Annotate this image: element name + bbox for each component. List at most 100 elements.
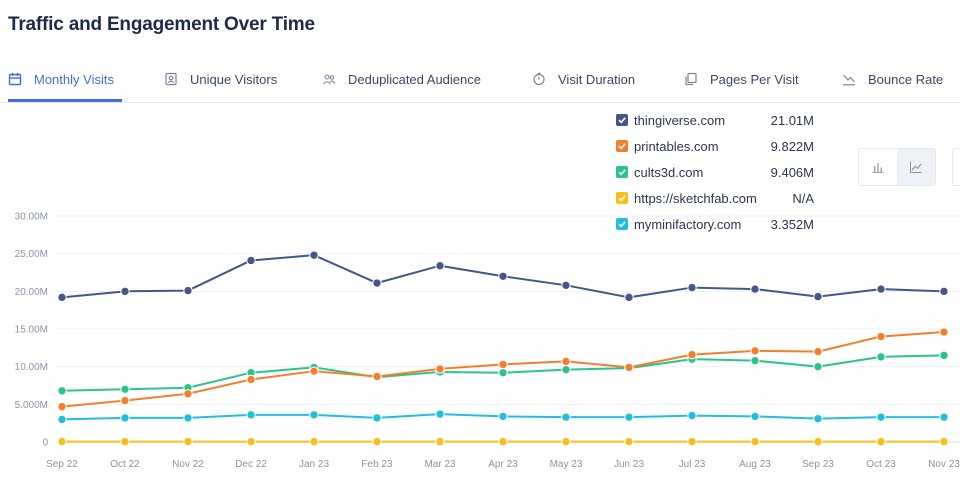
legend-value: 3.352M xyxy=(770,216,814,232)
series-https-sketchfab-com xyxy=(57,436,949,447)
checkbox-checked-icon[interactable] xyxy=(616,192,628,204)
legend-item-cults3d[interactable]: cults3d.com 9.406M xyxy=(616,159,826,185)
data-point[interactable] xyxy=(498,436,508,447)
data-point[interactable] xyxy=(561,364,571,375)
data-point[interactable] xyxy=(750,346,760,356)
data-point[interactable] xyxy=(813,291,823,302)
checkbox-checked-icon[interactable] xyxy=(616,114,628,126)
data-point[interactable] xyxy=(939,436,949,447)
data-point[interactable] xyxy=(813,361,823,372)
tab-monthly-visits[interactable]: Monthly Visits xyxy=(8,58,122,102)
data-point[interactable] xyxy=(624,412,634,422)
data-point[interactable] xyxy=(876,331,886,342)
data-point[interactable] xyxy=(246,436,256,447)
data-point[interactable] xyxy=(750,284,760,294)
data-point[interactable] xyxy=(624,436,634,447)
more-options-button[interactable] xyxy=(952,148,960,186)
data-point[interactable] xyxy=(372,371,382,382)
data-point[interactable] xyxy=(435,261,445,271)
data-point[interactable] xyxy=(750,355,760,366)
tab-label: Bounce Rate xyxy=(868,71,944,87)
data-point[interactable] xyxy=(939,412,949,422)
data-point[interactable] xyxy=(498,411,508,422)
data-point[interactable] xyxy=(309,366,319,376)
data-point[interactable] xyxy=(813,413,823,424)
data-point[interactable] xyxy=(750,411,760,422)
data-point[interactable] xyxy=(813,346,823,357)
data-point[interactable] xyxy=(687,410,697,421)
data-point[interactable] xyxy=(57,414,67,425)
data-point[interactable] xyxy=(876,412,886,422)
legend-item-sketchfab[interactable]: https://sketchfab.com N/A xyxy=(616,185,826,211)
data-point[interactable] xyxy=(120,384,130,394)
data-point[interactable] xyxy=(498,359,508,370)
data-point[interactable] xyxy=(120,395,130,406)
data-point[interactable] xyxy=(876,436,886,447)
tab-label: Unique Visitors xyxy=(190,71,278,87)
data-point[interactable] xyxy=(120,413,130,423)
x-tick-label: Sep 23 xyxy=(802,459,834,470)
data-point[interactable] xyxy=(120,436,130,447)
data-point[interactable] xyxy=(939,327,949,337)
y-tick-label: 0 xyxy=(42,438,48,449)
data-point[interactable] xyxy=(750,436,760,447)
data-point[interactable] xyxy=(876,284,886,294)
data-point[interactable] xyxy=(183,436,193,447)
data-point[interactable] xyxy=(435,364,445,374)
data-point[interactable] xyxy=(498,271,508,281)
data-point[interactable] xyxy=(561,436,571,447)
line-chart-button[interactable] xyxy=(897,149,935,185)
tab-deduplicated-audience[interactable]: Deduplicated Audience xyxy=(322,58,481,100)
data-point[interactable] xyxy=(246,410,256,420)
y-tick-label: 10.00M xyxy=(15,362,48,373)
data-point[interactable] xyxy=(57,386,67,396)
data-point[interactable] xyxy=(372,278,382,288)
tab-pages-per-visit[interactable]: Pages Per Visit xyxy=(684,58,799,100)
legend-item-printables[interactable]: printables.com 9.822M xyxy=(616,133,826,159)
data-point[interactable] xyxy=(57,436,67,447)
data-point[interactable] xyxy=(183,413,193,423)
checkbox-checked-icon[interactable] xyxy=(616,218,628,230)
data-point[interactable] xyxy=(876,352,886,362)
data-point[interactable] xyxy=(687,282,697,293)
data-point[interactable] xyxy=(435,409,445,419)
data-point[interactable] xyxy=(624,292,634,303)
data-point[interactable] xyxy=(246,374,256,385)
data-point[interactable] xyxy=(57,401,67,412)
data-point[interactable] xyxy=(309,410,319,420)
data-point[interactable] xyxy=(183,389,193,399)
data-point[interactable] xyxy=(120,286,130,297)
data-point[interactable] xyxy=(939,286,949,297)
checkbox-checked-icon[interactable] xyxy=(616,166,628,178)
data-point[interactable] xyxy=(624,362,634,373)
y-tick-label: 25.00M xyxy=(15,249,48,260)
data-point[interactable] xyxy=(372,436,382,447)
data-point[interactable] xyxy=(498,367,508,378)
legend-item-thingiverse[interactable]: thingiverse.com 21.01M xyxy=(616,107,826,133)
data-point[interactable] xyxy=(687,349,697,360)
data-point[interactable] xyxy=(435,436,445,447)
data-point[interactable] xyxy=(561,412,571,422)
trend-down-icon xyxy=(842,72,856,86)
data-point[interactable] xyxy=(372,413,382,423)
metric-tabs: Monthly Visits Unique Visitors Deduplica… xyxy=(0,58,960,103)
tab-unique-visitors[interactable]: Unique Visitors xyxy=(164,58,277,100)
data-point[interactable] xyxy=(561,280,571,291)
data-point[interactable] xyxy=(309,436,319,447)
data-point[interactable] xyxy=(57,292,67,303)
tab-visit-duration[interactable]: Visit Duration xyxy=(532,58,635,100)
legend-item-myminifactory[interactable]: myminifactory.com 3.352M xyxy=(616,211,826,237)
data-point[interactable] xyxy=(561,356,571,367)
data-point[interactable] xyxy=(939,350,949,361)
data-point[interactable] xyxy=(246,255,256,266)
data-point[interactable] xyxy=(183,285,193,296)
x-tick-label: Sep 22 xyxy=(46,459,78,470)
bar-chart-button[interactable] xyxy=(859,149,897,185)
x-tick-label: Oct 22 xyxy=(110,459,140,470)
data-point[interactable] xyxy=(687,436,697,447)
data-point[interactable] xyxy=(813,436,823,447)
tab-bounce-rate[interactable]: Bounce Rate xyxy=(842,58,943,100)
data-point[interactable] xyxy=(309,250,319,260)
checkbox-checked-icon[interactable] xyxy=(616,140,628,152)
